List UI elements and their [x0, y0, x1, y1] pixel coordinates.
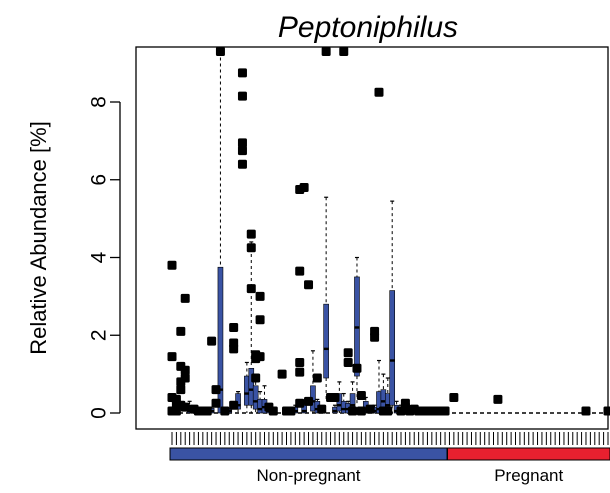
- y-tick-label: 6: [88, 174, 111, 186]
- outlier-point: [440, 406, 450, 416]
- outlier-point: [237, 146, 247, 156]
- boxes: [186, 266, 404, 414]
- outlier-point: [348, 406, 358, 416]
- outlier-point: [237, 91, 247, 101]
- group-label: Pregnant: [494, 466, 563, 485]
- outlier-point: [449, 392, 459, 402]
- outlier-point: [277, 369, 287, 379]
- outlier-point: [374, 87, 384, 97]
- box: [389, 290, 396, 406]
- box: [323, 303, 329, 379]
- outlier-point: [237, 159, 247, 169]
- outlier-point: [268, 406, 278, 416]
- outlier-point: [180, 365, 190, 375]
- outlier-point: [180, 373, 190, 383]
- outlier-point: [202, 406, 212, 416]
- outlier-point: [180, 293, 190, 303]
- group-bar: [446, 447, 610, 461]
- outlier-point: [295, 367, 305, 377]
- group-bar: [169, 447, 448, 461]
- outlier-point: [176, 326, 186, 336]
- outlier-point: [493, 394, 503, 404]
- outlier-point: [295, 398, 305, 408]
- outlier-point: [581, 406, 591, 416]
- outlier-point: [211, 385, 221, 395]
- outlier-point: [167, 260, 177, 270]
- outlier-point: [321, 46, 331, 56]
- outlier-point: [207, 336, 217, 346]
- outlier-point: [255, 291, 265, 301]
- outlier-point: [383, 406, 393, 416]
- outlier-points: [167, 46, 610, 416]
- y-tick-label: 8: [88, 96, 111, 108]
- group-label: Non-pregnant: [257, 466, 361, 485]
- outlier-point: [299, 183, 309, 193]
- outlier-point: [356, 391, 366, 401]
- outlier-point: [229, 344, 239, 354]
- outlier-point: [237, 68, 247, 78]
- box: [252, 385, 259, 410]
- outlier-point: [312, 373, 322, 383]
- y-tick-label: 4: [88, 251, 111, 263]
- outlier-point: [343, 348, 353, 358]
- outlier-point: [603, 406, 610, 416]
- outlier-point: [237, 138, 247, 148]
- outlier-point: [211, 398, 221, 408]
- outlier-point: [246, 243, 256, 253]
- outlier-point: [229, 400, 239, 410]
- outlier-point: [251, 373, 261, 383]
- outlier-point: [255, 315, 265, 325]
- outlier-point: [180, 402, 190, 412]
- y-axis: 0 2 4 6 8: [88, 96, 121, 419]
- outlier-point: [317, 404, 327, 414]
- y-tick-label: 2: [88, 329, 111, 341]
- y-tick-label: 0: [88, 407, 111, 419]
- plot-frame: [135, 46, 609, 430]
- outlier-point: [255, 352, 265, 362]
- outlier-point: [176, 385, 186, 395]
- outlier-point: [356, 406, 366, 416]
- chart-title: Peptoniphilus: [278, 11, 458, 44]
- outlier-point: [246, 284, 256, 294]
- outlier-point: [365, 404, 375, 414]
- outlier-point: [215, 46, 225, 56]
- outlier-point: [295, 357, 305, 367]
- outlier-point: [330, 392, 340, 402]
- outlier-point: [229, 322, 239, 332]
- y-axis-label: Relative Abundance [%]: [26, 121, 51, 355]
- outlier-point: [220, 406, 230, 416]
- outlier-point: [352, 363, 362, 373]
- group-bars: Non-pregnant Pregnant: [169, 447, 610, 485]
- outlier-point: [304, 396, 314, 406]
- outlier-point: [246, 229, 256, 239]
- outlier-point: [339, 46, 349, 56]
- outlier-point: [167, 352, 177, 362]
- outlier-point: [304, 280, 314, 290]
- outlier-point: [286, 406, 296, 416]
- outlier-point: [343, 357, 353, 367]
- outlier-point: [370, 332, 380, 342]
- outlier-point: [295, 266, 305, 276]
